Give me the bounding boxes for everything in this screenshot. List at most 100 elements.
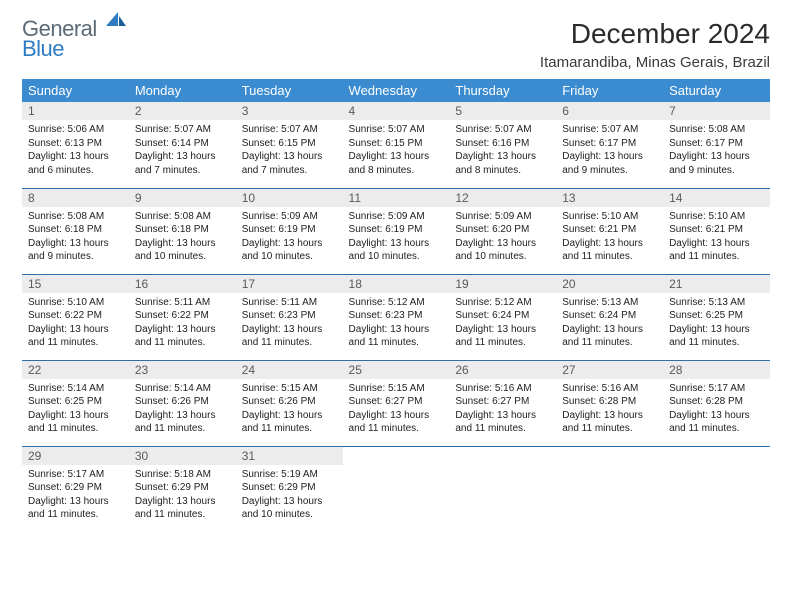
day-number: 6 bbox=[556, 102, 663, 120]
calendar-cell: 4Sunrise: 5:07 AMSunset: 6:15 PMDaylight… bbox=[343, 102, 450, 188]
sunrise-line: Sunrise: 5:08 AM bbox=[28, 210, 123, 224]
day-details: Sunrise: 5:10 AMSunset: 6:22 PMDaylight:… bbox=[22, 293, 129, 354]
calendar-cell: 19 Sunrise: 5:12 AMSunset: 6:24 PMDayligh… bbox=[449, 274, 556, 360]
day-number: 9 bbox=[129, 189, 236, 207]
sunrise-line: Sunrise: 5:19 AM bbox=[242, 468, 337, 482]
daylight-line: Daylight: 13 hours and 9 minutes. bbox=[28, 237, 123, 264]
day-number: 16 bbox=[129, 275, 236, 293]
sunset-line: Sunset: 6:24 PM bbox=[455, 309, 550, 323]
calendar-cell: 9Sunrise: 5:08 AMSunset: 6:18 PMDaylight… bbox=[129, 188, 236, 274]
day-number: 31 bbox=[236, 447, 343, 465]
day-details: Sunrise: 5:12 AMSunset: 6:23 PMDaylight:… bbox=[343, 293, 450, 354]
sunrise-line: Sunrise: 5:13 AM bbox=[669, 296, 764, 310]
day-number: 22 bbox=[22, 361, 129, 379]
day-details: Sunrise: 5:11 AMSunset: 6:23 PMDaylight:… bbox=[236, 293, 343, 354]
day-details: Sunrise: 5:10 AMSunset: 6:21 PMDaylight:… bbox=[663, 207, 770, 268]
sunrise-line: Sunrise: 5:07 AM bbox=[242, 123, 337, 137]
day-number: 24 bbox=[236, 361, 343, 379]
sunset-line: Sunset: 6:14 PM bbox=[135, 137, 230, 151]
day-number: 19 bbox=[449, 275, 556, 293]
calendar-cell bbox=[343, 446, 450, 532]
sunset-line: Sunset: 6:13 PM bbox=[28, 137, 123, 151]
sunset-line: Sunset: 6:20 PM bbox=[455, 223, 550, 237]
day-details: Sunrise: 5:08 AMSunset: 6:18 PMDaylight:… bbox=[129, 207, 236, 268]
day-number: 3 bbox=[236, 102, 343, 120]
calendar-cell: 28Sunrise: 5:17 AMSunset: 6:28 PMDayligh… bbox=[663, 360, 770, 446]
weekday-header: Thursday bbox=[449, 79, 556, 102]
daylight-line: Daylight: 13 hours and 11 minutes. bbox=[669, 323, 764, 350]
day-number: 25 bbox=[343, 361, 450, 379]
day-details: Sunrise: 5:11 AMSunset: 6:22 PMDaylight:… bbox=[129, 293, 236, 354]
day-details: Sunrise: 5:15 AMSunset: 6:26 PMDaylight:… bbox=[236, 379, 343, 440]
calendar-cell: 16Sunrise: 5:11 AMSunset: 6:22 PMDayligh… bbox=[129, 274, 236, 360]
calendar-cell bbox=[556, 446, 663, 532]
day-details: Sunrise: 5:08 AMSunset: 6:17 PMDaylight:… bbox=[663, 120, 770, 181]
day-number: 13 bbox=[556, 189, 663, 207]
daylight-line: Daylight: 13 hours and 11 minutes. bbox=[562, 323, 657, 350]
daylight-line: Daylight: 13 hours and 8 minutes. bbox=[455, 150, 550, 177]
daylight-line: Daylight: 13 hours and 9 minutes. bbox=[562, 150, 657, 177]
calendar-page: General Blue December 2024 Itamarandiba,… bbox=[0, 0, 792, 550]
daylight-line: Daylight: 13 hours and 11 minutes. bbox=[349, 409, 444, 436]
sunrise-line: Sunrise: 5:12 AM bbox=[455, 296, 550, 310]
calendar-cell: 11Sunrise: 5:09 AMSunset: 6:19 PMDayligh… bbox=[343, 188, 450, 274]
calendar-cell bbox=[663, 446, 770, 532]
daylight-line: Daylight: 13 hours and 6 minutes. bbox=[28, 150, 123, 177]
day-number: 26 bbox=[449, 361, 556, 379]
daylight-line: Daylight: 13 hours and 11 minutes. bbox=[28, 495, 123, 522]
sunset-line: Sunset: 6:23 PM bbox=[349, 309, 444, 323]
sunrise-line: Sunrise: 5:11 AM bbox=[135, 296, 230, 310]
day-details: Sunrise: 5:07 AMSunset: 6:15 PMDaylight:… bbox=[343, 120, 450, 181]
day-details: Sunrise: 5:15 AMSunset: 6:27 PMDaylight:… bbox=[343, 379, 450, 440]
sunset-line: Sunset: 6:26 PM bbox=[135, 395, 230, 409]
calendar-cell: 21Sunrise: 5:13 AMSunset: 6:25 PMDayligh… bbox=[663, 274, 770, 360]
sunset-line: Sunset: 6:19 PM bbox=[349, 223, 444, 237]
day-details: Sunrise: 5:14 AMSunset: 6:26 PMDaylight:… bbox=[129, 379, 236, 440]
day-details: Sunrise: 5:17 AMSunset: 6:29 PMDaylight:… bbox=[22, 465, 129, 526]
day-number: 4 bbox=[343, 102, 450, 120]
weekday-header: Sunday bbox=[22, 79, 129, 102]
day-number: 29 bbox=[22, 447, 129, 465]
sunset-line: Sunset: 6:15 PM bbox=[349, 137, 444, 151]
month-title: December 2024 bbox=[540, 18, 770, 50]
sunrise-line: Sunrise: 5:08 AM bbox=[135, 210, 230, 224]
daylight-line: Daylight: 13 hours and 10 minutes. bbox=[242, 237, 337, 264]
calendar-cell: 24Sunrise: 5:15 AMSunset: 6:26 PMDayligh… bbox=[236, 360, 343, 446]
day-number: 7 bbox=[663, 102, 770, 120]
weekday-header: Monday bbox=[129, 79, 236, 102]
sunset-line: Sunset: 6:15 PM bbox=[242, 137, 337, 151]
sunrise-line: Sunrise: 5:09 AM bbox=[242, 210, 337, 224]
day-details: Sunrise: 5:06 AMSunset: 6:13 PMDaylight:… bbox=[22, 120, 129, 181]
day-number: 21 bbox=[663, 275, 770, 293]
sunset-line: Sunset: 6:17 PM bbox=[669, 137, 764, 151]
calendar-cell bbox=[449, 446, 556, 532]
weekday-header: Saturday bbox=[663, 79, 770, 102]
daylight-line: Daylight: 13 hours and 11 minutes. bbox=[669, 409, 764, 436]
day-number: 28 bbox=[663, 361, 770, 379]
calendar-cell: 17Sunrise: 5:11 AMSunset: 6:23 PMDayligh… bbox=[236, 274, 343, 360]
daylight-line: Daylight: 13 hours and 11 minutes. bbox=[455, 323, 550, 350]
daylight-line: Daylight: 13 hours and 10 minutes. bbox=[135, 237, 230, 264]
sunrise-line: Sunrise: 5:15 AM bbox=[242, 382, 337, 396]
daylight-line: Daylight: 13 hours and 11 minutes. bbox=[28, 323, 123, 350]
day-details: Sunrise: 5:14 AMSunset: 6:25 PMDaylight:… bbox=[22, 379, 129, 440]
calendar-cell: 1Sunrise: 5:06 AMSunset: 6:13 PMDaylight… bbox=[22, 102, 129, 188]
sunset-line: Sunset: 6:24 PM bbox=[562, 309, 657, 323]
day-number: 2 bbox=[129, 102, 236, 120]
sunrise-line: Sunrise: 5:10 AM bbox=[562, 210, 657, 224]
day-number: 1 bbox=[22, 102, 129, 120]
sunset-line: Sunset: 6:28 PM bbox=[669, 395, 764, 409]
calendar-cell: 5Sunrise: 5:07 AMSunset: 6:16 PMDaylight… bbox=[449, 102, 556, 188]
sunrise-line: Sunrise: 5:09 AM bbox=[349, 210, 444, 224]
day-details: Sunrise: 5:07 AMSunset: 6:16 PMDaylight:… bbox=[449, 120, 556, 181]
daylight-line: Daylight: 13 hours and 11 minutes. bbox=[562, 409, 657, 436]
logo-sail-icon bbox=[104, 10, 128, 28]
calendar-table: SundayMondayTuesdayWednesdayThursdayFrid… bbox=[22, 79, 770, 532]
calendar-cell: 13Sunrise: 5:10 AMSunset: 6:21 PMDayligh… bbox=[556, 188, 663, 274]
sunset-line: Sunset: 6:22 PM bbox=[28, 309, 123, 323]
day-number: 18 bbox=[343, 275, 450, 293]
calendar-cell: 27Sunrise: 5:16 AMSunset: 6:28 PMDayligh… bbox=[556, 360, 663, 446]
day-details: Sunrise: 5:17 AMSunset: 6:28 PMDaylight:… bbox=[663, 379, 770, 440]
day-details: Sunrise: 5:18 AMSunset: 6:29 PMDaylight:… bbox=[129, 465, 236, 526]
daylight-line: Daylight: 13 hours and 11 minutes. bbox=[28, 409, 123, 436]
